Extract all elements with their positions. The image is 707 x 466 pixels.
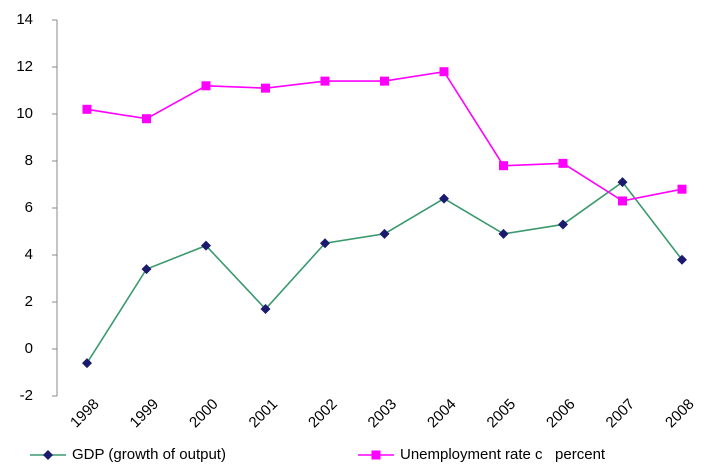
legend-item: GDP (growth of output)	[30, 446, 226, 463]
x-tick-label: 2005	[484, 396, 520, 432]
marker	[439, 67, 449, 77]
x-tick-label: 2008	[662, 396, 698, 432]
x-tick-label: 2002	[305, 396, 341, 432]
series-line	[86, 181, 683, 364]
marker	[261, 83, 270, 93]
marker	[320, 238, 330, 249]
y-tick-label: 10	[16, 105, 33, 122]
marker	[201, 81, 211, 91]
legend-label: Unemployment rate c percent	[400, 446, 606, 463]
y-tick-label: 4	[25, 246, 33, 263]
y-tick-label: 0	[25, 340, 33, 357]
legend-marker	[43, 450, 53, 460]
marker	[82, 358, 92, 369]
marker	[618, 196, 627, 206]
legend-item: Unemployment rate c percent	[358, 446, 606, 463]
marker	[498, 228, 509, 239]
y-tick-label: 14	[16, 11, 33, 28]
marker	[141, 264, 152, 275]
marker	[558, 219, 568, 230]
marker	[260, 304, 271, 315]
legend-marker	[371, 450, 381, 460]
y-tick-label: 6	[25, 199, 33, 216]
x-tick-label: 2006	[543, 396, 579, 432]
legend-label: GDP (growth of output)	[72, 446, 226, 463]
x-tick-label: 2001	[246, 396, 282, 432]
x-tick-label: 1998	[67, 396, 103, 432]
x-tick-label: 2003	[365, 396, 401, 432]
series-line	[86, 70, 683, 202]
y-tick-label: 12	[16, 58, 33, 75]
marker	[439, 193, 449, 204]
x-tick-label: 2004	[424, 396, 460, 432]
marker	[320, 76, 330, 86]
marker	[82, 104, 92, 114]
x-tick-label: 1999	[127, 396, 163, 432]
marker	[380, 76, 389, 86]
marker	[142, 114, 151, 124]
y-tick-label: 8	[25, 152, 33, 169]
marker	[201, 240, 211, 251]
x-tick-label: 2000	[186, 396, 222, 432]
y-tick-label: 2	[25, 293, 33, 310]
marker	[558, 158, 568, 168]
marker	[677, 184, 687, 194]
marker	[617, 177, 628, 188]
x-tick-label: 2007	[603, 396, 639, 432]
marker	[379, 228, 390, 239]
y-tick-label: -2	[20, 387, 33, 404]
marker	[677, 254, 687, 265]
marker	[499, 161, 508, 171]
